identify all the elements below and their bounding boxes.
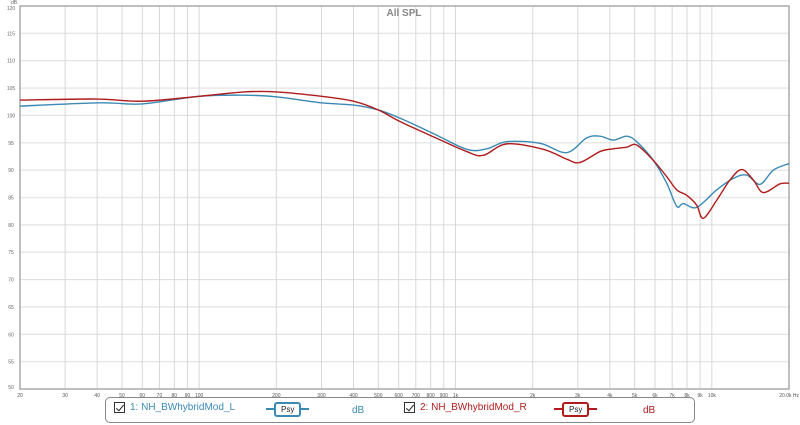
x-tick-label: 500 bbox=[374, 393, 383, 399]
plot-frame bbox=[19, 5, 790, 390]
y-tick-label: 60 bbox=[8, 332, 14, 338]
x-tick-label: 6k bbox=[652, 393, 658, 399]
y-tick-label: 85 bbox=[8, 196, 14, 202]
x-tick-label: 20 bbox=[17, 393, 23, 399]
psy-label-left: Psy bbox=[274, 401, 302, 417]
y-tick-label: 50 bbox=[8, 385, 14, 391]
series-line bbox=[19, 94, 790, 209]
x-tick-label: 20.0k Hz bbox=[779, 393, 799, 399]
x-tick-label: 400 bbox=[349, 393, 358, 399]
grid bbox=[19, 5, 790, 390]
y-tick-label: 120 bbox=[7, 6, 16, 12]
chart-title: All SPL bbox=[386, 8, 421, 19]
y-tick-label: 110 bbox=[7, 59, 15, 65]
y-tick-label: 75 bbox=[8, 250, 14, 256]
psy-button-left[interactable]: Psy bbox=[266, 401, 310, 417]
legend-item-left[interactable]: 1: NH_BWhybridMod_L bbox=[114, 402, 235, 413]
x-tick-label: 2k bbox=[530, 393, 536, 399]
x-tick-label: 300 bbox=[317, 393, 326, 399]
y-tick-label: 95 bbox=[8, 141, 14, 147]
y-tick-label: 90 bbox=[8, 168, 14, 174]
x-tick-label: 90 bbox=[185, 393, 191, 399]
y-tick-label: 80 bbox=[8, 223, 14, 229]
legend: 1: NH_BWhybridMod_L Psy dB 2: NH_BWhybri… bbox=[105, 397, 695, 423]
x-tick-label: 70 bbox=[157, 393, 163, 399]
legend-label-left: 1: NH_BWhybridMod_L bbox=[130, 402, 236, 413]
x-tick-label: 100 bbox=[195, 393, 204, 399]
x-tick-label: 700 bbox=[412, 393, 421, 399]
x-tick-label: 60 bbox=[140, 393, 146, 399]
x-tick-label: 200 bbox=[272, 393, 281, 399]
y-tick-label: 100 bbox=[7, 113, 16, 119]
y-tick-label: 115 bbox=[7, 31, 15, 37]
y-tick-label: 65 bbox=[8, 305, 14, 311]
y-tick-label: 70 bbox=[8, 278, 14, 284]
x-tick-label: 80 bbox=[172, 393, 178, 399]
x-tick-label: 10k bbox=[708, 393, 717, 399]
x-tick-label: 900 bbox=[440, 393, 449, 399]
x-tick-label: 5k bbox=[632, 393, 638, 399]
series-line bbox=[19, 90, 790, 219]
y-axis-label: dB bbox=[11, 0, 18, 6]
series-lines bbox=[19, 90, 790, 219]
x-tick-label: 7k bbox=[669, 393, 675, 399]
legend-item-right[interactable]: 2: NH_BWhybridMod_R bbox=[404, 402, 527, 413]
tick-labels: 50 55 60 65 70 75 80 85 90 95 100 105 110 115 120 20 30 4… bbox=[7, 6, 800, 399]
x-tick-label: 9k bbox=[697, 393, 703, 399]
x-tick-label: 40 bbox=[94, 393, 100, 399]
x-tick-label: 800 bbox=[426, 393, 435, 399]
spl-chart: 50 55 60 65 70 75 80 85 90 95 100 105 110 115 120 20 30 4… bbox=[7, 0, 800, 399]
checkbox-left[interactable] bbox=[114, 402, 125, 413]
unit-right: dB bbox=[643, 405, 656, 416]
checkbox-right[interactable] bbox=[404, 402, 415, 413]
psy-label-right: Psy bbox=[562, 401, 590, 417]
x-tick-label: 3k bbox=[575, 393, 581, 399]
legend-label-right: 2: NH_BWhybridMod_R bbox=[420, 402, 527, 413]
x-tick-label: 600 bbox=[394, 393, 403, 399]
y-tick-label: 55 bbox=[8, 360, 14, 366]
x-tick-label: 8k bbox=[684, 393, 690, 399]
x-tick-label: 1k bbox=[453, 393, 459, 399]
x-tick-label: 50 bbox=[119, 393, 125, 399]
unit-left: dB bbox=[352, 405, 365, 416]
y-tick-label: 105 bbox=[7, 86, 16, 92]
x-tick-label: 4k bbox=[607, 393, 613, 399]
psy-button-right[interactable]: Psy bbox=[554, 401, 598, 417]
x-tick-label: 30 bbox=[62, 393, 68, 399]
